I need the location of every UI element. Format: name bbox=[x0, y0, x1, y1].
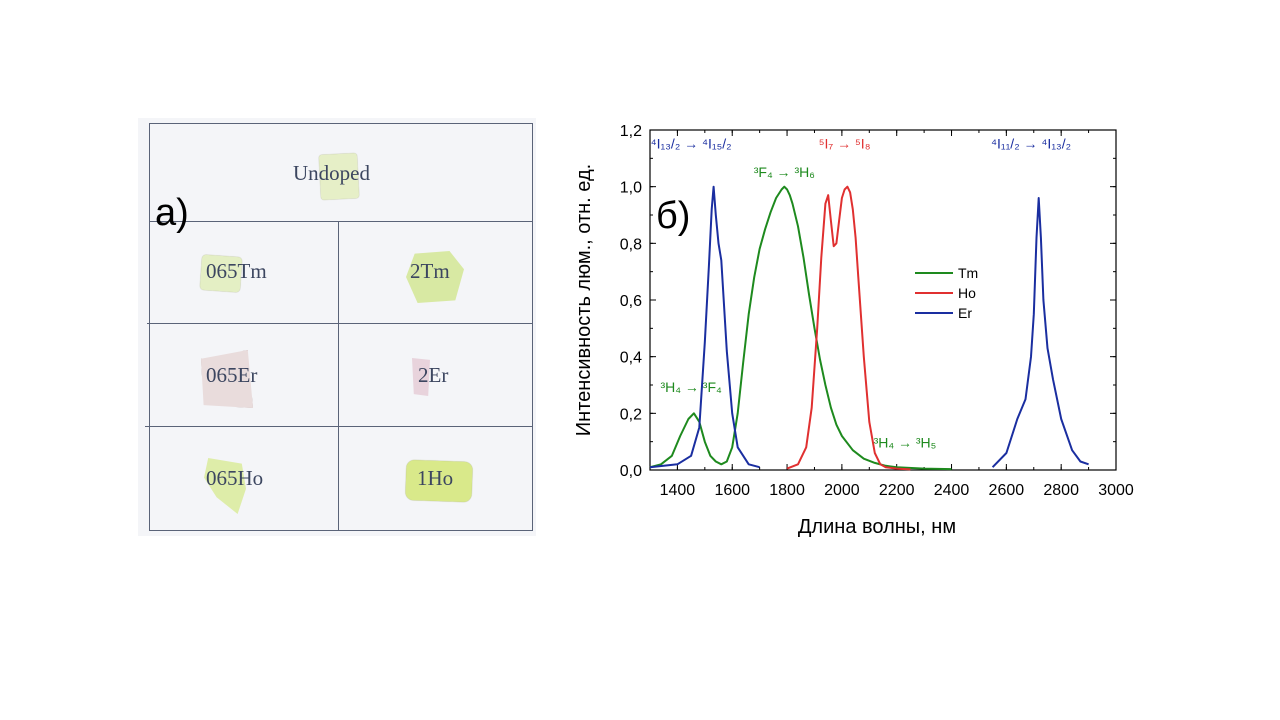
grid-line bbox=[145, 426, 533, 427]
sample-label-2tm: 2Tm bbox=[410, 259, 450, 283]
sample-065er bbox=[201, 350, 253, 408]
x-tick-label: 2600 bbox=[989, 482, 1025, 499]
transition-annotation: ⁴I₁₃/₂ → ⁴I₁₅/₂ bbox=[651, 135, 732, 151]
x-tick-label: 2800 bbox=[1043, 482, 1079, 499]
y-tick-label: 1,0 bbox=[620, 180, 642, 197]
sample-2tm bbox=[406, 251, 464, 303]
x-axis-title: Длина волны, нм bbox=[798, 516, 956, 538]
x-tick-label: 1400 bbox=[660, 482, 696, 499]
sample-grid-frame bbox=[149, 123, 533, 531]
x-tick-label: 2000 bbox=[824, 482, 860, 499]
grid-line bbox=[149, 221, 533, 222]
grid-line bbox=[338, 221, 339, 531]
sample-2er bbox=[412, 358, 430, 396]
transition-annotation: ³H₄ → ³F₄ bbox=[661, 379, 722, 395]
series-line-ho bbox=[786, 185, 911, 471]
x-tick-label: 2400 bbox=[934, 482, 970, 499]
sample-photo: Undoped 065Tm 2Tm 065Er 2Er 065Ho 1Ho bbox=[138, 118, 536, 536]
sample-label-065er: 065Er bbox=[206, 363, 258, 387]
transition-annotation: ⁵I₇ → ⁵I₈ bbox=[819, 135, 871, 151]
y-tick-label: 0,2 bbox=[620, 406, 642, 423]
legend-label-tm: Tm bbox=[958, 265, 978, 281]
legend-label-er: Er bbox=[958, 305, 972, 321]
y-tick-label: 0,8 bbox=[620, 236, 642, 253]
y-axis-title: Интенсивность люм., отн. ед. bbox=[573, 164, 595, 436]
transition-annotation: ³F₄ → ³H₆ bbox=[754, 164, 815, 180]
y-tick-label: 0,0 bbox=[620, 463, 642, 480]
sample-label-065tm: 065Tm bbox=[206, 259, 267, 283]
sample-label-065ho: 065Ho bbox=[206, 466, 264, 490]
x-tick-label: 3000 bbox=[1098, 482, 1134, 499]
y-tick-label: 0,4 bbox=[620, 350, 642, 367]
sample-label-2er: 2Er bbox=[418, 363, 449, 387]
x-tick-label: 2200 bbox=[879, 482, 915, 499]
sample-label-1ho: 1Ho bbox=[417, 466, 454, 490]
transition-annotation: ³H₄ → ³H₅ bbox=[874, 434, 937, 450]
legend-label-ho: Ho bbox=[958, 285, 976, 301]
panel-a-label: а) bbox=[155, 192, 189, 234]
grid-line bbox=[147, 323, 533, 324]
y-tick-label: 0,6 bbox=[620, 293, 642, 310]
series-line-tm bbox=[649, 185, 952, 471]
transition-annotation: ⁴I₁₁/₂ → ⁴I₁₃/₂ bbox=[991, 135, 1071, 151]
x-tick-label: 1800 bbox=[769, 482, 805, 499]
luminescence-chart: 1400 1600 1800 2000 2200 2400 2600 2800 3000 0,0 0… bbox=[560, 110, 1140, 550]
y-tick-label: 1,2 bbox=[620, 123, 642, 140]
plot-frame bbox=[649, 129, 1117, 471]
series-line-er bbox=[649, 185, 760, 469]
sample-label-undoped: Undoped bbox=[293, 161, 370, 185]
panel-b-label: б) bbox=[656, 195, 690, 237]
x-tick-label: 1600 bbox=[714, 482, 750, 499]
series-line-er bbox=[991, 197, 1089, 468]
